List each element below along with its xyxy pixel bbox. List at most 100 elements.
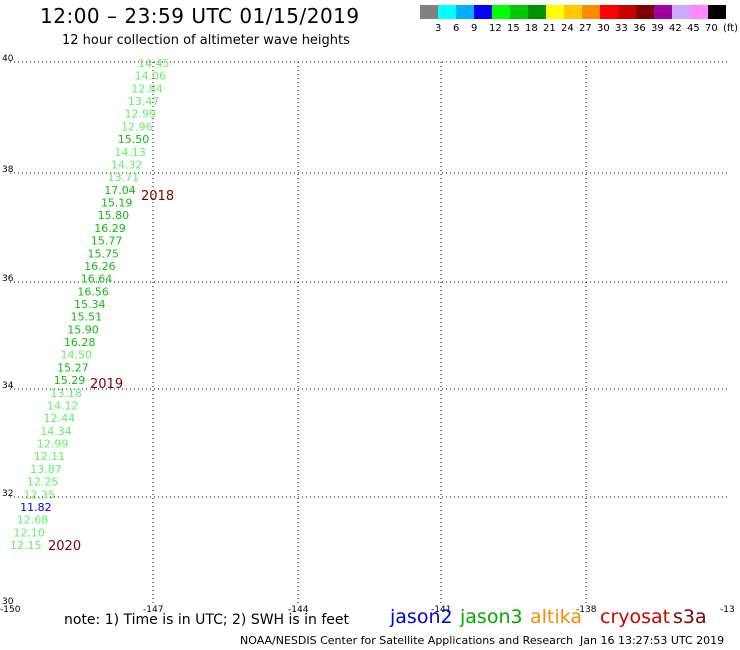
wave-height-label: 15.34: [74, 298, 106, 311]
legend-swatch: [420, 5, 438, 19]
generated-timestamp: Jan 16 13:27:53 UTC 2019: [580, 634, 725, 647]
lon-tick-label: -144: [288, 605, 309, 615]
legend-label: 6: [453, 23, 460, 34]
pass-year-label: 2020: [48, 539, 81, 554]
lon-tick-label: -138: [576, 605, 597, 615]
wave-height-label: 13.47: [128, 95, 160, 108]
wave-height-label: 15.50: [118, 133, 150, 146]
wave-height-label: 12.99: [37, 438, 69, 451]
legend-swatch: [510, 5, 528, 19]
wave-height-label: 14.32: [111, 158, 143, 171]
legend-swatch: [528, 5, 546, 19]
wave-height-label: 16.28: [64, 336, 96, 349]
credit-text: NOAA/NESDIS Center for Satellite Applica…: [240, 634, 574, 647]
legend-label: 21: [543, 23, 556, 34]
lat-tick-label: 38: [2, 165, 14, 175]
legend-swatch: [672, 5, 690, 19]
legend-label: 30: [597, 23, 610, 34]
wave-height-label: 17.04: [104, 184, 136, 197]
lon-tick-label: -150: [0, 605, 21, 615]
wave-height-label: 12.25: [27, 476, 59, 489]
wave-height-label: 15.75: [87, 247, 119, 260]
legend-swatch: [618, 5, 636, 19]
wave-height-label: 12.96: [121, 120, 153, 133]
wave-height-label: 16.29: [94, 222, 126, 235]
wave-height-label: 13.87: [30, 463, 62, 476]
map-title: 12:00 – 23:59 UTC 01/15/2019: [40, 4, 360, 28]
wave-height-label: 14.13: [114, 146, 146, 159]
legend-swatch: [456, 5, 474, 19]
wave-height-label: 16.64: [81, 273, 113, 286]
legend-label: 12: [489, 23, 502, 34]
wave-height-label: 15.29: [54, 374, 86, 387]
lat-tick-label: 34: [2, 381, 14, 391]
legend-label: 39: [651, 23, 664, 34]
satellite-altika: altika: [530, 606, 582, 628]
wave-height-label: 11.82: [20, 501, 52, 514]
wave-height-label: 15.51: [71, 311, 103, 324]
legend-label: 45: [687, 23, 700, 34]
wave-height-label: 12.84: [131, 82, 163, 95]
legend-swatch: [492, 5, 510, 19]
legend-swatch: [564, 5, 582, 19]
wave-height-label: 14.34: [40, 425, 72, 438]
wave-height-label: 15.77: [91, 235, 123, 248]
wave-height-label: 15.27: [57, 361, 89, 374]
wave-height-label: 13.18: [50, 387, 82, 400]
legend-label: 24: [561, 23, 574, 34]
lat-tick-label: 32: [2, 489, 13, 499]
wave-height-label: 16.56: [77, 285, 109, 298]
wave-height-label: 12.11: [34, 450, 66, 463]
legend-label: 9: [471, 23, 478, 34]
legend-swatch: [582, 5, 600, 19]
lat-tick-label: 40: [2, 54, 14, 64]
wave-height-label: 15.19: [101, 197, 132, 210]
pass-year-label: 2019: [90, 377, 123, 392]
legend-label: 27: [579, 23, 592, 34]
legend-swatch: [474, 5, 492, 19]
wave-height-label: 13.71: [108, 171, 139, 184]
wave-height-label: 12.15: [10, 539, 42, 552]
legend-swatch: [546, 5, 564, 19]
legend-label: 18: [525, 23, 538, 34]
wave-height-label: 14.50: [61, 349, 93, 362]
legend-swatch: [636, 5, 654, 19]
legend-label: 70: [705, 23, 718, 34]
legend-label: 3: [435, 23, 442, 34]
lon-tick-label: -147: [143, 605, 163, 615]
pass-year-label: 2018: [141, 189, 174, 204]
map-subtitle: 12 hour collection of altimeter wave hei…: [62, 33, 350, 48]
legend-swatch: [690, 5, 708, 19]
wave-height-label: 12.68: [17, 514, 48, 527]
satellite-jason2: jason2: [390, 606, 453, 628]
wave-height-label: 14.12: [47, 399, 78, 412]
lon-tick-label: -141: [431, 605, 451, 615]
satellite-jason3: jason3: [460, 606, 523, 628]
wave-height-label: 16.26: [84, 260, 116, 273]
wave-height-label: 12.35: [23, 488, 55, 501]
legend-label: 36: [633, 23, 646, 34]
legend-label: 15: [507, 23, 520, 34]
wave-height-label: 12.10: [13, 526, 45, 539]
wave-height-label: 15.90: [67, 323, 99, 336]
legend-swatch: [654, 5, 672, 19]
legend-unit: (ft): [723, 23, 739, 34]
wave-height-label: 12.44: [44, 412, 76, 425]
satellite-s3a: s3a: [673, 606, 707, 628]
satellite-cryosat: cryosat: [600, 606, 671, 628]
wave-height-label: 15.80: [98, 209, 130, 222]
lat-tick-label: 30: [2, 597, 14, 607]
wave-height-label: 14.45: [138, 57, 170, 70]
legend-label: 33: [615, 23, 628, 34]
legend-label: 42: [669, 23, 682, 34]
legend-swatch: [600, 5, 618, 19]
wave-height-label: 12.99: [125, 108, 156, 121]
legend-swatch: [438, 5, 456, 19]
lat-tick-label: 36: [2, 274, 14, 284]
wave-height-label: 14.06: [135, 70, 167, 83]
legend-swatch: [708, 5, 726, 19]
lon-tick-label: -13: [720, 605, 735, 615]
note-text: note: 1) Time is in UTC; 2) SWH is in fe…: [64, 612, 350, 628]
